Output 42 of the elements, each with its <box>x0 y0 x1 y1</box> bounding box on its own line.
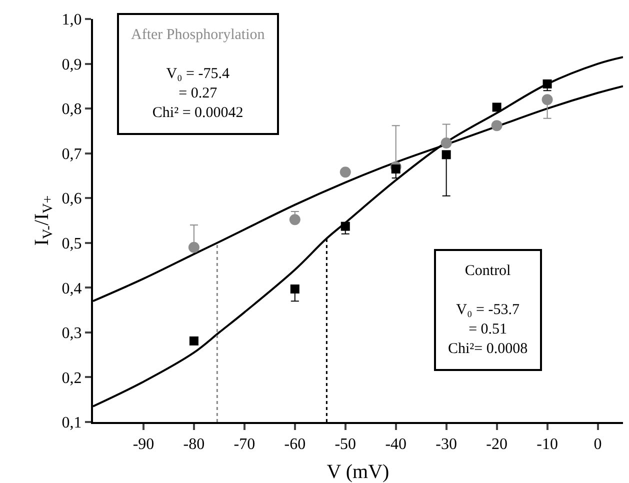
y-tick-label: 0,1 <box>62 414 82 432</box>
point <box>542 94 553 106</box>
point <box>492 102 502 112</box>
y-tick-label: 0,6 <box>62 190 82 208</box>
y-tick-label: 0,8 <box>62 101 82 118</box>
y-tick-label: 0,9 <box>62 56 82 74</box>
point <box>290 284 300 294</box>
x-tick-label: -50 <box>334 436 356 454</box>
point <box>440 138 452 149</box>
annotation: = 0.51 <box>468 322 508 338</box>
point <box>340 222 350 231</box>
annotation: V₀ = -75.4 <box>166 66 230 82</box>
point <box>189 336 198 346</box>
annotation: Chi² = 0.00042 <box>152 105 244 121</box>
x-tick-label: 0 <box>594 436 602 454</box>
point <box>188 242 200 253</box>
x-tick-label: -80 <box>183 436 205 454</box>
x-tick-label: -20 <box>486 436 508 454</box>
x-tick-label: -60 <box>284 436 306 454</box>
y-tick-label: 0,5 <box>62 235 82 252</box>
y-tick-label: 1,0 <box>62 12 82 29</box>
point <box>340 166 351 178</box>
x-tick-label: -90 <box>132 436 154 454</box>
x-tick-label: -70 <box>234 436 256 454</box>
x-axis-title: V (mV) <box>326 461 390 483</box>
y-tick-label: 0,3 <box>62 325 82 342</box>
annotation: Control <box>464 263 511 279</box>
annotation: After Phosphorylation <box>131 27 266 43</box>
point <box>289 214 300 226</box>
point <box>542 79 552 88</box>
y-tick-label: 0,4 <box>62 280 82 298</box>
y-tick-label: 0,7 <box>62 146 82 163</box>
y-tick-label: 0,2 <box>62 370 82 387</box>
x-tick-label: -30 <box>436 436 457 454</box>
point <box>391 164 400 174</box>
annotation: Chi²= 0.0008 <box>448 341 528 357</box>
x-tick-label: -10 <box>536 436 558 454</box>
annotation: V₀ = -53.7 <box>456 302 520 318</box>
point <box>442 150 451 160</box>
point <box>491 120 502 132</box>
annotation: = 0.27 <box>178 86 218 102</box>
x-tick-label: -40 <box>385 436 407 454</box>
